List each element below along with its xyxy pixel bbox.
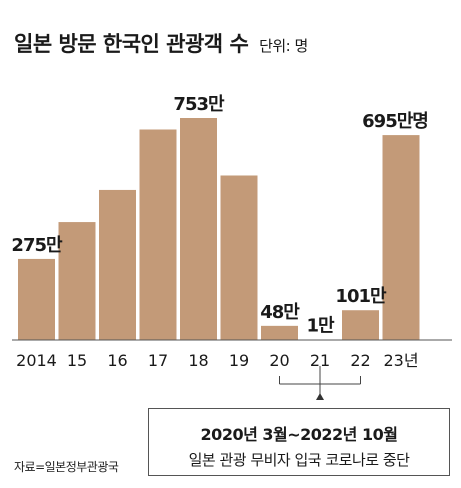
bar-20 [261,325,298,340]
x-tick-label: 19 [229,351,249,370]
bars-group [18,118,420,341]
bar-2014 [18,258,55,340]
annotation-box: 2020년 3월~2022년 10월 일본 관광 무비자 입국 코로나로 중단 [148,408,450,476]
x-tick-label: 15 [67,351,87,370]
x-tick-labels-group: 2014 15 16 17 18 19 20 21 22 23년 [16,351,418,370]
data-label: 48만 [260,302,300,323]
bar-18 [180,118,217,340]
bar-22 [342,310,379,340]
x-tick-label: 22 [350,351,370,370]
bar-19 [220,175,258,340]
bar-23년 [382,135,420,340]
x-tick-label: 17 [148,351,168,370]
x-tick-label: 2014 [16,351,57,370]
data-label: 695만명 [362,111,428,132]
data-label: 1만 [306,316,335,337]
annotation-bracket [279,366,361,400]
arrow-head-icon [316,393,324,400]
chart-title: 일본 방문 한국인 관광객 수 단위: 명 [14,28,308,58]
chart-title-text: 일본 방문 한국인 관광객 수 [14,32,249,56]
bar-16 [99,189,136,340]
x-tick-label: 23년 [383,351,418,370]
bar-15 [58,222,96,340]
x-tick-label: 20 [269,351,289,370]
data-label: 275만 [11,235,63,256]
data-label: 101만 [335,286,387,307]
x-tick-label: 16 [107,351,127,370]
bar-17 [139,129,177,340]
source-note: 자료=일본정부관광국 [14,460,119,474]
x-tick-label: 18 [188,351,208,370]
annotation-line-1: 2020년 3월~2022년 10월 [200,425,398,444]
unit-label: 단위: 명 [259,37,308,55]
x-tick-label: 21 [310,351,330,370]
data-label: 753만 [173,94,225,115]
annotation-line-2: 일본 관광 무비자 입국 코로나로 중단 [188,451,410,469]
